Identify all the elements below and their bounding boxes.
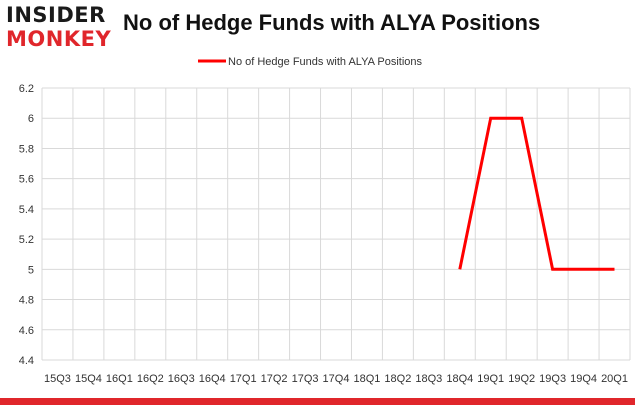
x-tick-label: 19Q4 (570, 373, 597, 385)
y-tick-label: 4.8 (19, 295, 34, 307)
series-line (458, 116, 615, 271)
x-tick-label: 19Q2 (508, 373, 535, 385)
y-tick-label: 6.2 (19, 83, 34, 95)
x-tick-label: 16Q4 (199, 373, 226, 385)
logo-text-monkey: MONKEY (6, 27, 112, 51)
x-tick-label: 16Q2 (137, 373, 164, 385)
y-tick-label: 5.2 (19, 234, 34, 246)
x-tick-label: 17Q4 (323, 373, 350, 385)
x-tick-label: 18Q4 (446, 373, 473, 385)
bottom-accent-bar (0, 398, 635, 405)
legend-label: No of Hedge Funds with ALYA Positions (228, 56, 423, 68)
y-tick-label: 4.4 (19, 355, 34, 367)
x-tick-label: 15Q4 (75, 373, 102, 385)
y-tick-label: 5.4 (19, 204, 34, 216)
y-tick-label: 6 (28, 113, 34, 125)
y-tick-label: 4.6 (19, 325, 34, 337)
x-tick-label: 18Q3 (415, 373, 442, 385)
y-tick-label: 5.8 (19, 143, 34, 155)
x-tick-label: 19Q1 (477, 373, 504, 385)
insider-monkey-logo: INSIDER MONKEY (6, 4, 116, 52)
x-tick-label: 18Q2 (384, 373, 411, 385)
x-tick-label: 17Q1 (230, 373, 257, 385)
x-tick-label: 17Q3 (292, 373, 319, 385)
x-tick-label: 18Q1 (353, 373, 380, 385)
x-tick-label: 16Q3 (168, 373, 195, 385)
x-tick-label: 20Q1 (601, 373, 628, 385)
logo-text-insider: INSIDER (6, 3, 106, 27)
x-tick-label: 16Q1 (106, 373, 133, 385)
y-tick-label: 5 (28, 264, 34, 276)
x-tick-label: 17Q2 (261, 373, 288, 385)
y-tick-label: 5.6 (19, 174, 34, 186)
chart-title: No of Hedge Funds with ALYA Positions (123, 10, 541, 35)
x-tick-label: 19Q3 (539, 373, 566, 385)
x-tick-label: 15Q3 (44, 373, 71, 385)
